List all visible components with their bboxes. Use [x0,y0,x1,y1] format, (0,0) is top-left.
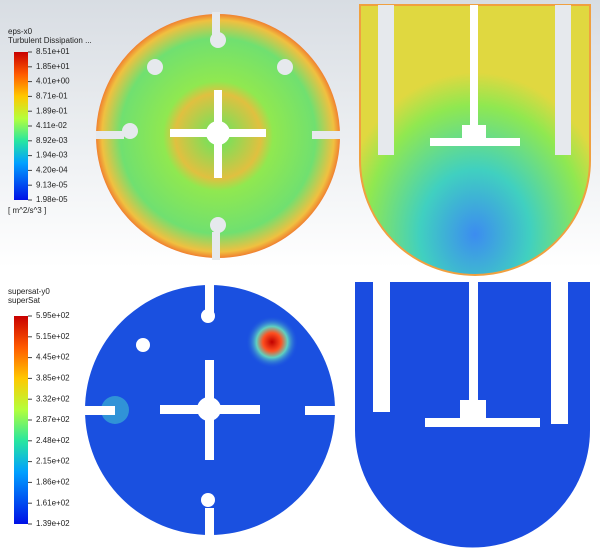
colorbar-label: 8.92e-03 [36,136,68,145]
colorbar-label: 2.15e+02 [36,457,70,466]
colorbar-label: 1.86e+02 [36,478,70,487]
colorbar-label: 1.61e+02 [36,498,70,507]
colorbar-label: 1.39e+02 [36,519,70,528]
colorbar-label: 9.13e-05 [36,180,68,189]
colorbar-label: 4.01e+00 [36,77,70,86]
colorbar-label: 4.45e+02 [36,353,70,362]
legend-title: Turbulent Dissipation ... [8,36,92,45]
colorbar [14,52,28,200]
colorbar-label: 5.15e+02 [36,332,70,341]
colorbar-label: 4.11e-02 [36,121,68,130]
colorbar-label: 3.32e+02 [36,394,70,403]
tank-contour [355,282,590,548]
colorbar-label: 2.87e+02 [36,415,70,424]
colorbar-label: 5.95e+02 [36,311,70,320]
legend-title: superSat [8,296,41,305]
colorbar [14,316,28,524]
disk-contour [85,283,335,538]
colorbar-label: 8.71e-01 [36,92,68,101]
colorbar-label: 2.48e+02 [36,436,70,445]
legend-title: eps-x0 [8,27,33,36]
colorbar-label: 8.51e+01 [36,47,70,56]
tank-contour [359,4,591,276]
colorbar-label: 1.89e-01 [36,106,68,115]
colorbar-label: 1.85e+01 [36,62,70,71]
colorbar-label: 3.85e+02 [36,374,70,383]
colorbar-label: 4.20e-04 [36,166,68,175]
colorbar-label: 1.98e-05 [36,195,68,204]
colorbar-label: 1.94e-03 [36,151,68,160]
disk-contour [96,12,340,260]
legend-title: supersat-y0 [8,287,50,296]
legend-unit: [ m^2/s^3 ] [8,206,46,215]
